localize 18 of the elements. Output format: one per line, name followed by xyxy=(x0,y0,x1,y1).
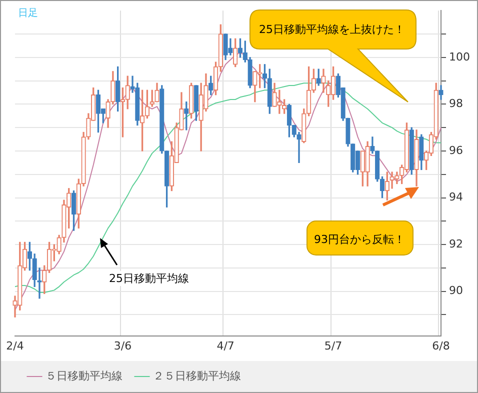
y-tick-label: 96 xyxy=(449,144,464,157)
y-tick-label: 98 xyxy=(449,97,464,110)
y-tick-label: 92 xyxy=(449,237,464,250)
y-tick-label: 100 xyxy=(449,50,470,64)
candlestick xyxy=(296,132,302,163)
annotation: 25日移動平均線 xyxy=(109,271,189,286)
x-tick-label: 2/4 xyxy=(6,339,24,352)
y-tick-label: 90 xyxy=(449,284,464,298)
legend-label: ５日移動平均線 xyxy=(46,369,122,382)
annotation: 25日移動平均線を上抜けた！ xyxy=(259,22,405,37)
x-tick-label: 4/7 xyxy=(216,339,234,352)
annotation: 93円台から反転！ xyxy=(314,232,405,247)
y-tick-label: 94 xyxy=(449,190,464,204)
x-tick-label: 3/6 xyxy=(114,339,132,352)
x-tick-label: 5/7 xyxy=(324,339,342,352)
x-tick-label: 6/8 xyxy=(432,339,450,352)
legend-label: ２５日移動平均線 xyxy=(153,369,241,382)
annotation: 日足 xyxy=(18,7,38,20)
